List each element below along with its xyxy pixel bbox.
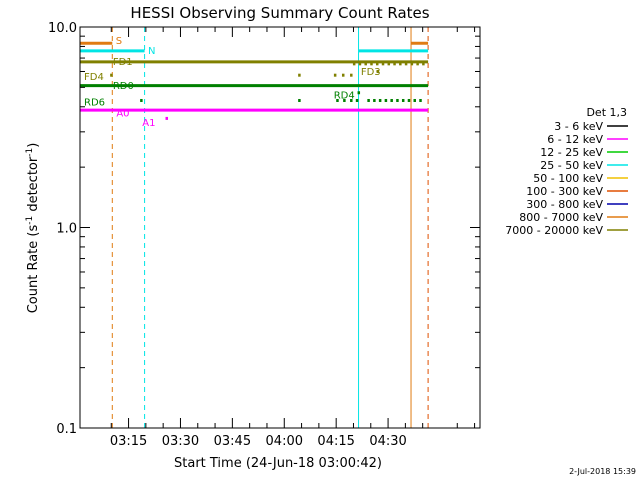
data-point-3-11 — [396, 98, 399, 102]
flag-label-rd0: RD0 — [113, 81, 134, 92]
legend-title: Det 1,3 — [586, 106, 627, 119]
y-axis-label-sup2: -1 — [25, 148, 35, 157]
y-axis-label-prefix: Count Rate (s — [26, 225, 41, 314]
data-point-5-0 — [165, 116, 169, 120]
data-point-1-12 — [422, 62, 425, 66]
data-point-4-0 — [357, 91, 361, 95]
data-point-1-7 — [393, 62, 396, 66]
x-tick-label: 04:15 — [317, 434, 354, 449]
flag-label-fd3: FD3 — [361, 67, 381, 78]
chart-title: HESSI Observing Summary Count Rates — [130, 4, 429, 22]
flag-label-fd1: FD1 — [113, 57, 133, 68]
data-point-0-3 — [341, 73, 345, 77]
data-point-0-2 — [333, 73, 337, 77]
data-point-1-0 — [352, 62, 356, 66]
plot-frame — [79, 26, 481, 429]
data-point-1-2 — [364, 62, 367, 66]
data-point-3-12 — [401, 98, 405, 102]
data-point-3-5 — [355, 98, 359, 102]
data-point-3-13 — [407, 98, 411, 102]
data-point-1-10 — [410, 62, 414, 66]
legend-label: 12 - 25 keV — [540, 146, 603, 159]
flag-label-a0: A0 — [116, 108, 129, 119]
flag-label-rd4: RD4 — [334, 91, 355, 102]
y-axis-label: Count Rate (s-1 detector-1) — [25, 143, 41, 314]
data-point-0-0 — [110, 73, 113, 77]
data-point-3-14 — [413, 98, 416, 102]
data-point-3-10 — [390, 98, 393, 102]
data-point-1-3 — [370, 62, 373, 66]
y-tick-label: 0.1 — [56, 422, 77, 437]
data-point-3-9 — [384, 98, 388, 102]
data-point-1-9 — [404, 62, 408, 66]
data-point-3-0 — [140, 98, 143, 102]
data-point-1-6 — [387, 62, 391, 66]
flag-label-s: S — [116, 36, 122, 47]
legend-label: 100 - 300 keV — [526, 185, 603, 198]
x-tick-label: 03:45 — [214, 434, 251, 449]
flag-label-fd4: FD4 — [84, 72, 104, 83]
axes-layer: 0.1 1.0 10.0 03:15 03:30 03:45 04:00 04:15 04:30 — [48, 21, 481, 449]
data-point-1-8 — [399, 62, 402, 66]
legend-label: 3 - 6 keV — [554, 120, 603, 133]
data-point-3-3 — [343, 98, 346, 102]
data-point-2-0 — [376, 69, 380, 73]
data-point-1-4 — [376, 62, 379, 66]
data-point-3-1 — [298, 98, 301, 102]
footer-timestamp: 2-Jul-2018 15:39 — [569, 467, 636, 476]
y-axis-label-sup1: -1 — [25, 216, 35, 225]
data-point-3-4 — [350, 98, 353, 102]
flag-labels-layer: S N FD1 FD4 FD3 RD0 RD4 RD6 A0 A1 — [84, 36, 381, 129]
data-point-3-6 — [367, 98, 370, 102]
data-layer — [79, 27, 429, 428]
x-tick-label: 03:30 — [162, 434, 199, 449]
data-point-1-11 — [416, 62, 419, 66]
y-tick-label: 10.0 — [48, 21, 77, 36]
data-point-3-8 — [378, 98, 382, 102]
legend-label: 25 - 50 keV — [540, 159, 603, 172]
y-axis-label-suffix: ) — [26, 143, 41, 148]
flag-label-a1: A1 — [142, 118, 155, 129]
flag-label-rd6: RD6 — [84, 98, 105, 109]
y-axis-label-middle: detector — [26, 156, 41, 216]
legend-label: 50 - 100 keV — [533, 172, 603, 185]
legend-label: 800 - 7000 keV — [519, 211, 603, 224]
data-point-3-2 — [336, 98, 339, 102]
x-axis-label: Start Time (24-Jun-18 03:00:42) — [174, 456, 382, 471]
data-point-0-1 — [298, 73, 301, 77]
x-tick-label: 03:15 — [110, 434, 147, 449]
x-tick-label: 04:00 — [266, 434, 303, 449]
legend-label: 6 - 12 keV — [547, 133, 603, 146]
legend-label: 7000 - 20000 keV — [505, 224, 603, 237]
flag-label-n: N — [148, 46, 155, 57]
data-point-1-1 — [358, 62, 362, 66]
data-point-1-5 — [381, 62, 385, 66]
data-point-3-7 — [373, 98, 376, 102]
y-tick-label: 1.0 — [56, 222, 77, 237]
data-point-0-4 — [350, 73, 353, 77]
data-point-3-15 — [419, 98, 422, 102]
legend-label: 300 - 800 keV — [526, 198, 603, 211]
x-tick-label: 04:30 — [369, 434, 406, 449]
